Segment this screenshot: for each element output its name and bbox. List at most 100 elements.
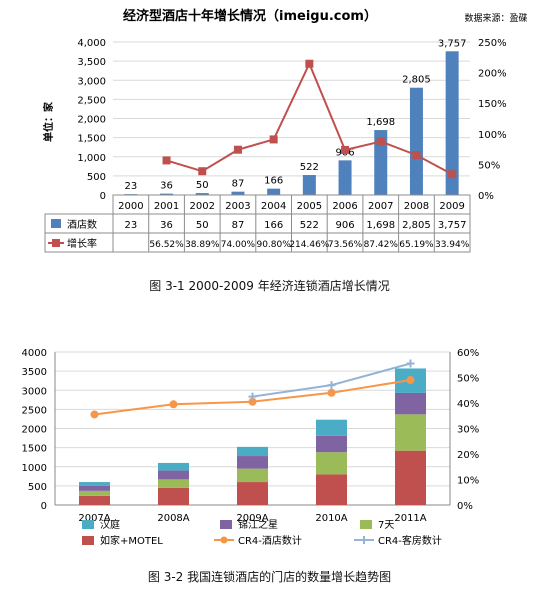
y-tick-label: 3000: [22, 386, 47, 397]
x-category-label: 2007A: [78, 513, 110, 524]
y2-tick-label: 250%: [478, 38, 507, 49]
x-category-label: 2007: [368, 201, 393, 212]
bar-hotels: [445, 51, 459, 195]
cr4-marker-circle: [90, 410, 99, 419]
y2-tick-label: 50%: [478, 160, 500, 171]
table-cell-hotels: 50: [196, 220, 209, 231]
table-cell-growth: 74.00%: [221, 240, 256, 250]
bar-hotels: [302, 175, 316, 195]
caption-figure-3-2: 图 3-2 我国连锁酒店的门店的数量增长趋势图: [147, 570, 392, 584]
x-category-label: 2008A: [157, 513, 189, 524]
stacked-bar-segment: [237, 456, 268, 469]
y-tick-label: 3,000: [77, 76, 106, 87]
stacked-bar-segment: [158, 470, 189, 480]
table-cell-growth: 214.46%: [289, 240, 329, 250]
legend-label: 如家+MOTEL: [100, 534, 163, 547]
bar-data-label: 87: [232, 179, 245, 190]
cr4-marker-circle: [406, 376, 415, 385]
legend-key-hotels: [51, 219, 61, 228]
legend-label: CR4-客房数计: [378, 534, 442, 547]
y-tick-label: 1000: [22, 463, 47, 474]
x-category-label: 2000: [118, 201, 143, 212]
table-cell-hotels: 166: [264, 220, 283, 231]
y-tick-label: 2500: [22, 405, 47, 416]
growth-rate-marker: [341, 145, 350, 154]
table-cell-hotels: 23: [124, 220, 137, 231]
x-category-label: 2009: [439, 201, 464, 212]
y2-tick-label: 150%: [478, 99, 507, 110]
y2-tick-label: 20%: [457, 450, 479, 461]
table-cell-hotels: 36: [160, 220, 173, 231]
cr4-marker-circle: [327, 388, 336, 397]
legend-key: [220, 520, 232, 529]
stacked-bar-segment: [316, 452, 347, 475]
table-cell-growth: 87.42%: [364, 240, 399, 250]
stacked-bar-segment: [158, 479, 189, 488]
x-category-label: 2001: [154, 201, 179, 212]
x-category-label: 2010A: [315, 513, 347, 524]
y-tick-label: 4000: [22, 348, 47, 359]
stacked-bar-segment: [316, 474, 347, 505]
legend-label: 7天: [378, 520, 394, 531]
legend-label: 锦江之星: [238, 518, 278, 531]
x-category-label: 2005: [297, 201, 322, 212]
y-tick-label: 0: [41, 501, 47, 512]
y-tick-label: 500: [28, 482, 47, 493]
bar-hotels: [338, 160, 352, 195]
growth-rate-marker: [412, 151, 421, 160]
bar-data-label: 36: [160, 181, 173, 192]
growth-rate-marker: [233, 145, 242, 154]
bar-data-label: 23: [124, 181, 137, 192]
caption-figure-3-1: 图 3-1 2000-2009 年经济连锁酒店增长情况: [149, 279, 390, 293]
y2-tick-label: 100%: [478, 130, 507, 141]
chart-title: 经济型酒店十年增长情况（imeigu.com）: [123, 8, 377, 24]
legend-label: 汉庭: [100, 518, 120, 531]
x-category-label: 2002: [190, 201, 215, 212]
stacked-bar-segment: [316, 435, 347, 453]
table-cell-growth: 65.19%: [399, 240, 434, 250]
x-category-label: 2009A: [236, 513, 268, 524]
y-tick-label: 1500: [22, 444, 47, 455]
x-category-label: 2008: [404, 201, 429, 212]
y2-tick-label: 30%: [457, 425, 479, 436]
legend-label-hotels: 酒店数: [67, 218, 97, 231]
x-category-label: 2003: [225, 201, 250, 212]
stacked-bar-segment: [316, 419, 347, 436]
y2-tick-label: 0%: [457, 501, 473, 512]
cr4-marker-circle: [169, 400, 178, 409]
stacked-bar-segment: [237, 446, 268, 457]
bar-data-label: 50: [196, 180, 209, 191]
stacked-bar-segment: [158, 487, 189, 505]
x-category-label: 2004: [261, 201, 286, 212]
legend-label-growth: 增长率: [67, 237, 97, 250]
y-axis-title: 单位：家: [42, 101, 55, 142]
table-cell-growth: 33.94%: [435, 240, 470, 250]
table-cell-growth: 38.89%: [185, 240, 220, 250]
growth-rate-marker: [448, 170, 457, 179]
growth-rate-marker: [305, 59, 314, 68]
stacked-bar-segment: [395, 450, 426, 505]
table-cell-hotels: 2,805: [402, 220, 431, 231]
y2-tick-label: 50%: [457, 374, 479, 385]
growth-rate-marker: [376, 137, 385, 146]
stacked-bar-segment: [395, 392, 426, 415]
bar-data-label: 3,757: [438, 38, 467, 49]
bar-hotels: [195, 193, 209, 195]
stacked-bar-segment: [79, 485, 110, 491]
bar-data-label: 166: [264, 176, 283, 187]
stacked-bar-segment: [79, 482, 110, 486]
table-cell-hotels: 522: [300, 220, 319, 231]
stacked-bar-segment: [79, 490, 110, 496]
chart-hotel-growth: 经济型酒店十年增长情况（imeigu.com） 数据来源：盈碟 0 500 1,000 1…: [42, 8, 528, 293]
y-tick-label: 4,000: [77, 38, 106, 49]
chart-hotel-growth-svg: 经济型酒店十年增长情况（imeigu.com） 数据来源：盈碟 0 500 1,000 1…: [42, 8, 528, 253]
cr4-marker-circle: [248, 397, 257, 406]
y-tick-label: 2,500: [77, 95, 106, 106]
growth-rate-marker: [198, 167, 207, 176]
legend-key: [82, 536, 94, 545]
chart-chain-hotels-svg: 0 500 1000 1500 2000 2500 3000 3500 4000 0% 10% 20%…: [22, 348, 480, 547]
y-tick-label: 3,500: [77, 57, 106, 68]
y-tick-label: 2000: [22, 425, 47, 436]
y-tick-label: 3500: [22, 367, 47, 378]
bar-hotels: [160, 193, 174, 195]
